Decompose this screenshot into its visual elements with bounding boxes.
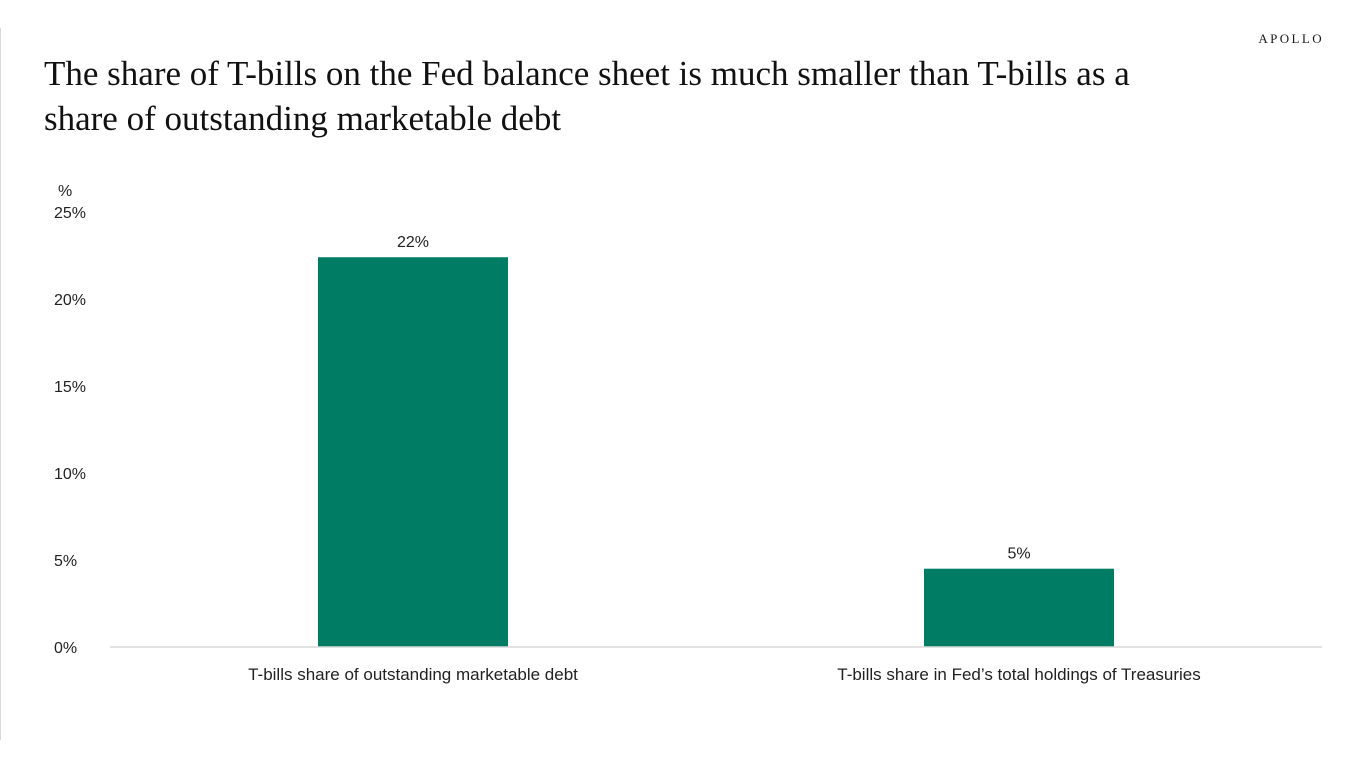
y-tick-label: 10% [54,466,86,483]
y-tick-label: 5% [54,553,77,570]
y-tick-label: 20% [54,292,86,309]
bars [318,257,1114,647]
chart-title: The share of T-bills on the Fed balance … [44,51,1224,141]
y-axis-ticks: 0% 5% 10% 15% 20% 25% [54,205,86,657]
bar-value-label: 5% [1007,546,1030,563]
x-category-label: T-bills share in Fed’s total holdings of… [837,665,1200,684]
bar-value-label: 22% [397,234,429,251]
brand-logo: APOLLO [1258,31,1324,46]
left-border-line [0,28,1,740]
chart-title-line-2: share of outstanding marketable debt [44,99,562,138]
chart-title-line-1: The share of T-bills on the Fed balance … [44,54,1130,93]
bar [924,568,1114,647]
y-tick-label: 0% [54,640,77,657]
y-axis-unit-label: % [58,183,72,200]
data-labels: 22% 5% [397,234,1031,562]
bar [318,257,508,647]
x-category-label: T-bills share of outstanding marketable … [248,665,578,684]
x-axis-category-labels: T-bills share of outstanding marketable … [248,665,1201,684]
y-tick-label: 25% [54,205,86,222]
y-tick-label: 15% [54,379,86,396]
